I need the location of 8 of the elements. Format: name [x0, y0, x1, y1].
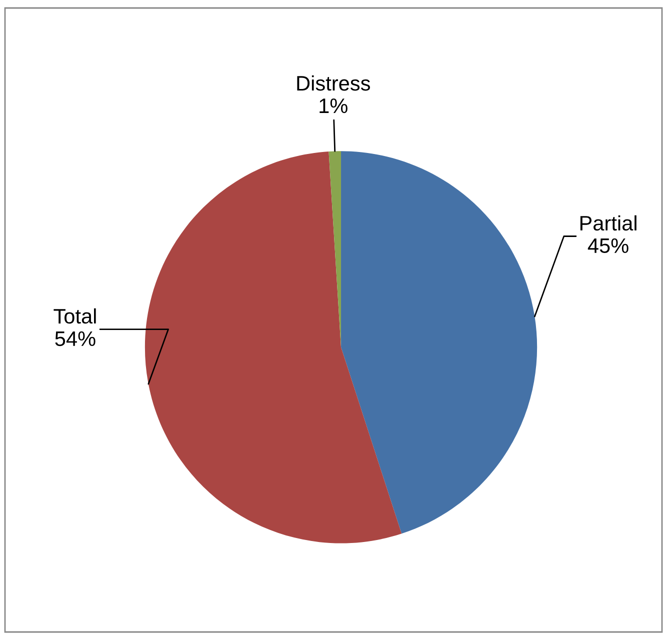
- slice-label: Partial: [580, 215, 636, 231]
- pie-slice: [144, 152, 402, 544]
- slice-label: Distress: [297, 75, 370, 91]
- slice-label: Total: [54, 308, 96, 324]
- data-label: 45%: [588, 238, 628, 254]
- data-label: 1%: [320, 98, 348, 114]
- data-label: 54%: [55, 331, 96, 346]
- pie-slice: [341, 151, 538, 534]
